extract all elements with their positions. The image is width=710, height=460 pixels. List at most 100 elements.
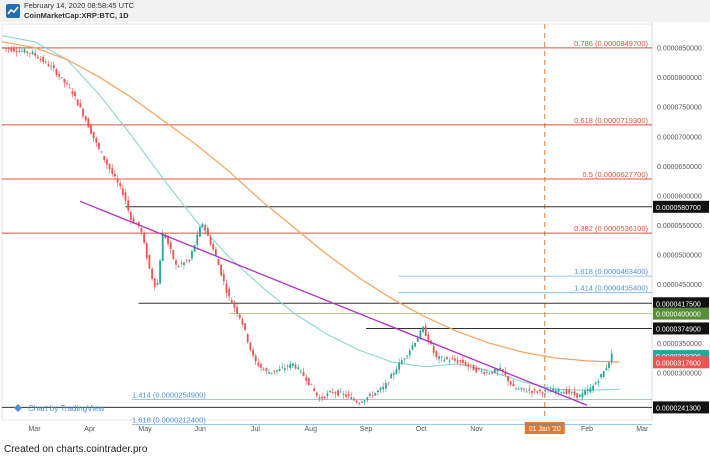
candle-body bbox=[254, 355, 257, 362]
price-badge-label: 0.0000241300 bbox=[656, 405, 701, 412]
candle-body bbox=[238, 314, 241, 319]
candle-body bbox=[66, 82, 68, 85]
candle-body bbox=[196, 234, 199, 245]
candle-body bbox=[212, 244, 215, 250]
candle-body bbox=[204, 225, 207, 231]
candle-body bbox=[183, 262, 185, 266]
candle-body bbox=[355, 400, 358, 403]
candle-body bbox=[185, 260, 188, 262]
candle-body bbox=[116, 178, 119, 183]
candle-body bbox=[161, 233, 164, 261]
price-badge bbox=[653, 356, 709, 369]
x-tick-label: Oct bbox=[416, 426, 427, 433]
candle-body bbox=[491, 371, 494, 374]
candle-body bbox=[573, 391, 576, 395]
candle-body bbox=[578, 394, 581, 397]
candle-body bbox=[321, 397, 324, 399]
candle-body bbox=[371, 395, 374, 397]
moving-average-short bbox=[1, 35, 620, 391]
candle-body bbox=[523, 388, 525, 390]
candle-body bbox=[318, 397, 321, 399]
candle-body bbox=[395, 369, 398, 375]
candle-body bbox=[199, 226, 201, 237]
candle-body bbox=[36, 56, 39, 59]
candle-body bbox=[151, 268, 153, 279]
candle-body bbox=[60, 77, 63, 78]
candle-body bbox=[544, 389, 547, 392]
candle-body bbox=[299, 370, 302, 372]
candle-body bbox=[443, 359, 446, 361]
candle-body bbox=[597, 381, 600, 384]
candle-body bbox=[520, 387, 523, 389]
candle-body bbox=[496, 369, 499, 372]
extension-level-label: 1.618 (0.0000463400) bbox=[574, 267, 648, 276]
candle-body bbox=[446, 357, 448, 360]
y-tick-label: 0.0000800000 bbox=[657, 75, 702, 82]
x-tick-label: Aug bbox=[305, 426, 318, 433]
extension-level-label: 1.414 (0.0000254900) bbox=[132, 390, 206, 399]
candle-body bbox=[26, 51, 29, 54]
candle-body bbox=[209, 236, 212, 245]
candle-body bbox=[278, 368, 281, 371]
candle-body bbox=[432, 346, 435, 353]
candle-body bbox=[98, 142, 100, 149]
candle-body bbox=[414, 343, 416, 347]
symbol-label: CoinMarketCap:XRP:BTC, 1D bbox=[24, 11, 129, 20]
candle-body bbox=[124, 192, 127, 201]
candle-body bbox=[554, 390, 557, 393]
candle-body bbox=[570, 392, 573, 393]
candle-body bbox=[384, 383, 387, 389]
candle-body bbox=[387, 382, 390, 384]
candle-body bbox=[459, 360, 462, 362]
candle-body bbox=[265, 368, 268, 372]
candle-body bbox=[268, 372, 270, 374]
candle-body bbox=[74, 91, 76, 97]
x-tick-label: Jul bbox=[251, 426, 260, 433]
date-marker-label: 01 Jan '20 bbox=[529, 426, 561, 433]
candle-body bbox=[114, 173, 116, 177]
candle-body bbox=[140, 227, 143, 232]
x-tick-label: Apr bbox=[84, 426, 96, 433]
candle-body bbox=[422, 326, 424, 333]
candle-body bbox=[244, 323, 246, 330]
candle-body bbox=[600, 373, 602, 378]
candle-body bbox=[7, 48, 10, 50]
candle-body bbox=[390, 374, 393, 379]
candle-body bbox=[175, 260, 177, 265]
candle-body bbox=[164, 234, 167, 238]
candle-body bbox=[137, 221, 140, 227]
candle-body bbox=[438, 356, 440, 360]
candle-body bbox=[111, 168, 114, 174]
candle-body bbox=[82, 108, 84, 117]
x-tick-label: Feb bbox=[581, 426, 593, 433]
candle-body bbox=[100, 151, 103, 153]
candle-body bbox=[276, 370, 278, 372]
candle-body bbox=[398, 362, 401, 370]
candle-body bbox=[528, 389, 531, 391]
price-badge-label: 0.0000400000 bbox=[656, 312, 701, 319]
price-badge-label: 0.0000417500 bbox=[656, 301, 701, 308]
candle-body bbox=[214, 249, 217, 256]
candle-body bbox=[315, 392, 318, 396]
candle-body bbox=[448, 360, 451, 362]
candle-body bbox=[153, 278, 156, 287]
candle-body bbox=[177, 265, 180, 267]
y-tick-label: 0.0000750000 bbox=[657, 105, 702, 112]
candle-body bbox=[68, 87, 71, 89]
candle-body bbox=[257, 362, 260, 366]
candle-body bbox=[358, 403, 361, 404]
candle-body bbox=[334, 392, 337, 394]
candle-body bbox=[13, 48, 15, 52]
candle-body bbox=[424, 326, 427, 337]
candle-body bbox=[18, 50, 21, 52]
footer-credit: Created on charts.cointrader.pro bbox=[4, 444, 148, 455]
candle-body bbox=[217, 259, 220, 266]
y-tick-label: 0.0000600000 bbox=[657, 193, 702, 200]
candle-body bbox=[499, 367, 501, 371]
y-tick-label: 0.0000350000 bbox=[657, 341, 702, 348]
candle-body bbox=[108, 163, 111, 170]
candle-body bbox=[34, 52, 37, 56]
candle-body bbox=[262, 368, 265, 370]
candle-body bbox=[361, 402, 363, 403]
candle-body bbox=[488, 373, 491, 375]
